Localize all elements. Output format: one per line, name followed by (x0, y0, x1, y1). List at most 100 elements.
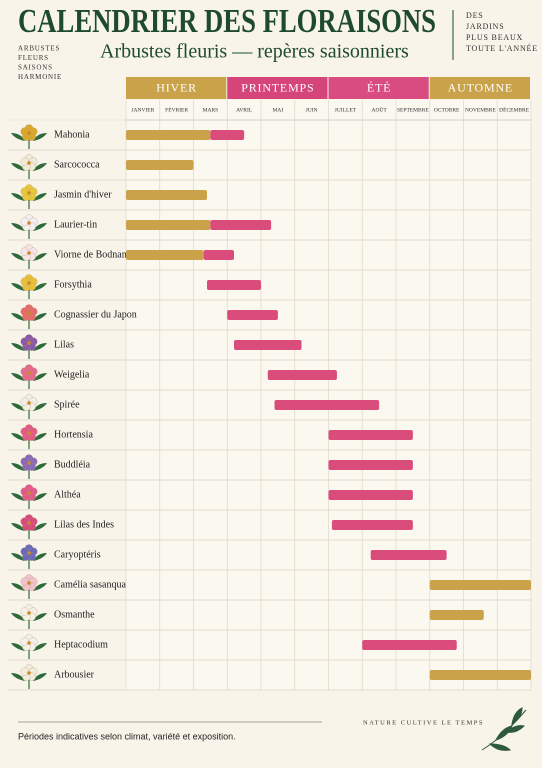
leaf (11, 343, 25, 351)
flower-icon (11, 514, 47, 539)
petal (20, 637, 29, 646)
petal (20, 577, 29, 586)
bloom-bar (331, 520, 413, 530)
flower-center (27, 461, 31, 465)
flower-icon (11, 664, 47, 689)
flower-center (27, 521, 31, 525)
flower-icon (11, 304, 47, 329)
row-label: Forsythia (54, 279, 92, 290)
row-label: Mahonia (54, 129, 90, 140)
petal (20, 337, 29, 346)
bloom-bar (126, 190, 207, 200)
leaf (33, 493, 47, 501)
flower-icon (11, 484, 47, 509)
flower-center (27, 251, 31, 255)
leaf (33, 283, 47, 291)
petal (20, 127, 29, 136)
leaf (33, 133, 47, 141)
leaf (11, 433, 25, 441)
season-header (126, 77, 227, 99)
flower-center (27, 281, 31, 285)
leaf (11, 553, 25, 561)
season-label: PRINTEMPS (241, 80, 314, 94)
bloom-bar (203, 250, 234, 260)
flower-center (27, 671, 31, 675)
petal (20, 307, 29, 316)
season-header (328, 77, 429, 99)
bloom-bar (227, 310, 278, 320)
flower-center (27, 341, 31, 345)
bloom-bar (274, 400, 380, 410)
leaf (33, 403, 47, 411)
leaf (33, 343, 47, 351)
season-header (227, 77, 328, 99)
petal (20, 517, 29, 526)
flower-center (27, 371, 31, 375)
bloom-bar (429, 580, 531, 590)
row-label: Althéa (54, 489, 81, 500)
flower-icon (11, 214, 47, 239)
petal (20, 247, 29, 256)
tagline-right: DES (466, 11, 484, 20)
row-label: Viorne de Bodnant (54, 249, 130, 260)
row-label: Laurier-tin (54, 219, 97, 230)
flower-center (27, 431, 31, 435)
flower-icon (11, 604, 47, 629)
bloom-bar (126, 160, 194, 170)
bloom-bar (328, 430, 413, 440)
chart-title: CALENDRIER DES FLORAISONS (18, 3, 436, 40)
leaf (11, 673, 25, 681)
leaf-ornament (481, 707, 527, 751)
flower-icon (11, 574, 47, 599)
flower-center (27, 401, 31, 405)
tagline-left: ARBUSTES (18, 45, 60, 53)
row-label: Sarcococca (54, 159, 100, 170)
bloom-bar (234, 340, 302, 350)
chart-subtitle: Arbustes fleuris — repères saisonniers (100, 41, 409, 63)
leaf (11, 403, 25, 411)
flower-icon (11, 274, 47, 299)
month-label: DÉCEMBRE (499, 105, 530, 113)
leaf (11, 373, 25, 381)
row-label: Lilas des Indes (54, 519, 114, 530)
flower-icon (11, 154, 47, 179)
tagline-left: FLEURS (18, 54, 49, 62)
flower-icon (11, 634, 47, 659)
flower-center (27, 131, 31, 135)
bloom-bar (126, 250, 204, 260)
row-label: Camélia sasanqua (54, 579, 126, 590)
bloom-bar (429, 670, 531, 680)
petal (20, 397, 29, 406)
leaf (33, 523, 47, 531)
row-label: Buddléia (54, 459, 91, 470)
leaf (11, 613, 25, 621)
leaf (33, 433, 47, 441)
tagline-right: JARDINS (466, 22, 505, 31)
petal (20, 187, 29, 196)
leaf (33, 223, 47, 231)
bloom-bar (429, 610, 484, 620)
flower-icon (11, 394, 47, 419)
row-label: Lilas (54, 339, 74, 350)
bloom-bar (210, 130, 245, 140)
leaf (11, 283, 25, 291)
leaf (11, 493, 25, 501)
flower-icon (11, 124, 47, 149)
flower-icon (11, 454, 47, 479)
season-label: HIVER (156, 80, 197, 94)
tagline-right: PLUS BEAUX (466, 33, 523, 42)
bloom-bar (328, 490, 413, 500)
bloom-bar (126, 220, 211, 230)
flower-center (27, 221, 31, 225)
flower-icon (11, 334, 47, 359)
petal (20, 217, 29, 226)
flower-center (27, 581, 31, 585)
row-label: Spirée (54, 399, 80, 410)
leaf (11, 523, 25, 531)
flower-icon (11, 184, 47, 209)
leaf (33, 373, 47, 381)
leaf (11, 193, 25, 201)
tagline-right: TOUTE L'ANNÉE (466, 43, 538, 53)
